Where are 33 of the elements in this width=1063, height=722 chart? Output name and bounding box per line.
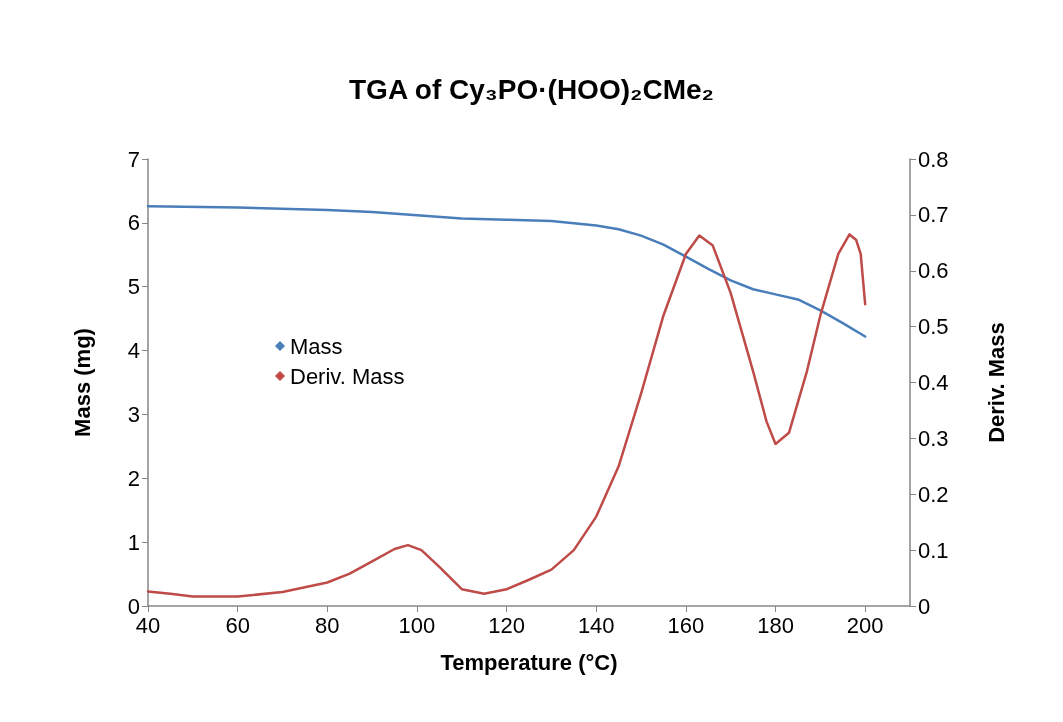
- y2-tick-label: 0.8: [918, 146, 949, 172]
- y-tick-label: 4: [127, 338, 140, 364]
- y-tick-label: 0: [127, 593, 140, 619]
- x-tick-label: 100: [398, 612, 436, 638]
- x-tick-label: 60: [225, 612, 250, 638]
- y2-tick-label: 0: [918, 593, 931, 619]
- y-tick-label: 5: [127, 274, 140, 300]
- y-tick-label: 1: [127, 529, 140, 555]
- y-tick-label: 7: [127, 146, 140, 172]
- legend-label: Mass: [290, 333, 343, 359]
- y2-tick-label: 0.4: [918, 370, 949, 395]
- y-tick-label: 6: [127, 210, 140, 236]
- y2-tick-label: 0.3: [918, 425, 949, 451]
- y2-axis-title: Deriv. Mass: [983, 322, 1009, 443]
- y2-tick-label: 0.6: [918, 258, 949, 284]
- x-tick-label: 80: [315, 612, 340, 638]
- x-tick-label: 140: [577, 612, 615, 638]
- legend-label: Deriv. Mass: [290, 363, 405, 389]
- y-tick-label: 2: [127, 465, 140, 491]
- x-tick-label: 200: [846, 612, 884, 638]
- x-tick-label: 160: [667, 612, 705, 638]
- x-tick-label: 180: [757, 612, 794, 638]
- line-series: [146, 205, 867, 338]
- line-series: [146, 233, 867, 598]
- y2-tick-label: 0.1: [918, 537, 949, 563]
- x-tick-label: 120: [488, 612, 525, 638]
- y-axis-title: Mass (mg): [69, 328, 95, 437]
- y2-tick-label: 0.7: [918, 202, 949, 228]
- y-tick-label: 3: [127, 401, 140, 427]
- chart-title: TGA of Cy₃PO·(HOO)₂CMe₂: [349, 73, 714, 105]
- y2-tick-label: 0.5: [918, 314, 949, 340]
- x-axis-title: Temperature (°C): [440, 649, 618, 675]
- y2-tick-label: 0.2: [918, 481, 949, 507]
